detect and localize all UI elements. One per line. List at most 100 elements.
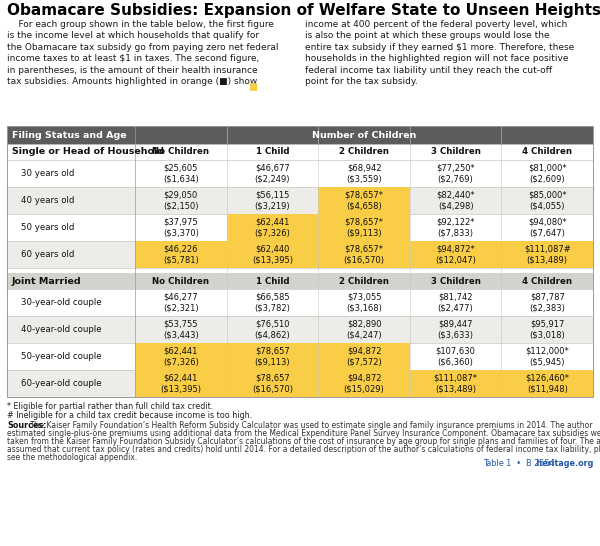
Text: 4 Children: 4 Children	[522, 147, 572, 157]
Text: taken from the Kaiser Family Foundation Subsidy Calculator’s calculations of the: taken from the Kaiser Family Foundation …	[7, 437, 600, 446]
Bar	[502, 241, 593, 268]
Text: $78,657
($9,113): $78,657 ($9,113)	[254, 347, 290, 366]
Text: assumed that current tax policy (rates and credits) hold until 2014. For a detai: assumed that current tax policy (rates a…	[7, 445, 600, 454]
Text: $77,250*
($2,769): $77,250* ($2,769)	[436, 164, 475, 183]
Bar	[7, 126, 593, 397]
Text: $81,000*
($2,609): $81,000* ($2,609)	[528, 164, 566, 183]
Bar	[318, 370, 410, 397]
Text: $46,226
($5,781): $46,226 ($5,781)	[163, 245, 199, 264]
Text: 30-year-old couple: 30-year-old couple	[21, 298, 101, 307]
Text: Number of Children: Number of Children	[312, 130, 416, 139]
Text: 40 years old: 40 years old	[21, 196, 74, 205]
Text: $78,657*
($16,570): $78,657* ($16,570)	[343, 245, 385, 264]
Bar	[410, 241, 502, 268]
Text: * Eligible for partial rather than full child tax credit.: * Eligible for partial rather than full …	[7, 402, 213, 411]
Text: 1 Child: 1 Child	[256, 276, 289, 286]
Text: No Children: No Children	[152, 147, 209, 157]
Text: $62,441
($13,395): $62,441 ($13,395)	[160, 373, 202, 393]
Text: ■: ■	[248, 82, 257, 92]
Text: income at 400 percent of the federal poverty level, which
is also the point at w: income at 400 percent of the federal pov…	[305, 20, 574, 86]
Text: 60-year-old couple: 60-year-old couple	[21, 379, 101, 388]
Text: $94,872
($7,572): $94,872 ($7,572)	[346, 347, 382, 366]
Text: heritage.org: heritage.org	[530, 459, 593, 468]
Text: $66,585
($3,782): $66,585 ($3,782)	[254, 293, 290, 312]
Bar	[410, 370, 502, 397]
Text: $78,657
($16,570): $78,657 ($16,570)	[252, 373, 293, 393]
Text: Single or Head of Household: Single or Head of Household	[12, 147, 164, 157]
Text: # Ineligible for a child tax credit because income is too high.: # Ineligible for a child tax credit beca…	[7, 411, 252, 420]
Bar	[7, 273, 593, 289]
Text: $89,447
($3,633): $89,447 ($3,633)	[437, 319, 473, 340]
Text: $112,000*
($5,945): $112,000* ($5,945)	[526, 347, 569, 366]
Bar	[7, 316, 593, 343]
Bar	[318, 214, 410, 241]
Text: $62,441
($7,326): $62,441 ($7,326)	[254, 218, 290, 238]
Bar	[318, 241, 410, 268]
Text: $56,115
($3,219): $56,115 ($3,219)	[254, 191, 290, 210]
Text: Sources:: Sources:	[7, 421, 46, 430]
Text: $107,630
($6,360): $107,630 ($6,360)	[436, 347, 476, 366]
Text: $94,872*
($12,047): $94,872* ($12,047)	[435, 245, 476, 264]
Text: 60 years old: 60 years old	[21, 250, 74, 259]
Text: Obamacare Subsidies: Expansion of Welfare State to Unseen Heights: Obamacare Subsidies: Expansion of Welfar…	[7, 3, 600, 18]
Text: $94,872
($15,029): $94,872 ($15,029)	[344, 373, 385, 393]
Bar	[7, 241, 593, 268]
Text: $53,755
($3,443): $53,755 ($3,443)	[163, 319, 199, 340]
Text: 3 Children: 3 Children	[431, 147, 481, 157]
Text: $111,087#
($13,489): $111,087# ($13,489)	[524, 245, 571, 264]
Bar	[227, 343, 318, 370]
Text: $94,080*
($7,647): $94,080* ($7,647)	[528, 218, 566, 238]
Text: 50-year-old couple: 50-year-old couple	[21, 352, 101, 361]
Text: $62,441
($7,326): $62,441 ($7,326)	[163, 347, 199, 366]
Bar	[7, 268, 593, 273]
Bar	[227, 241, 318, 268]
Text: The Kaiser Family Foundation’s Health Reform Subsidy Calculator was used to esti: The Kaiser Family Foundation’s Health Re…	[30, 421, 593, 430]
Text: $95,917
($3,018): $95,917 ($3,018)	[529, 319, 565, 340]
Bar	[135, 370, 227, 397]
Text: $82,440*
($4,298): $82,440* ($4,298)	[436, 191, 475, 210]
Bar	[227, 370, 318, 397]
Bar	[318, 187, 410, 214]
Text: see the methodological appendix.: see the methodological appendix.	[7, 453, 137, 462]
Text: 4 Children: 4 Children	[522, 276, 572, 286]
Text: No Children: No Children	[152, 276, 209, 286]
Text: $25,605
($1,634): $25,605 ($1,634)	[163, 164, 199, 183]
Text: $81,742
($2,477): $81,742 ($2,477)	[438, 293, 473, 312]
Text: For each group shown in the table below, the first figure
is the income level at: For each group shown in the table below,…	[7, 20, 278, 86]
Text: $126,460*
($11,948): $126,460* ($11,948)	[525, 373, 569, 393]
Bar	[7, 289, 593, 316]
Bar	[227, 214, 318, 241]
Text: $46,677
($2,249): $46,677 ($2,249)	[254, 164, 290, 183]
Bar	[7, 144, 593, 160]
Text: 1 Child: 1 Child	[256, 147, 289, 157]
Text: $76,510
($4,862): $76,510 ($4,862)	[254, 319, 290, 340]
Text: Filing Status and Age: Filing Status and Age	[12, 130, 127, 139]
Text: $87,787
($2,383): $87,787 ($2,383)	[529, 293, 565, 312]
Text: $92,122*
($7,833): $92,122* ($7,833)	[436, 218, 475, 238]
Text: $73,055
($3,168): $73,055 ($3,168)	[346, 293, 382, 312]
Text: Table 1  •  B 2554: Table 1 • B 2554	[484, 459, 555, 468]
Bar	[7, 160, 593, 187]
Bar	[318, 343, 410, 370]
Bar	[7, 343, 593, 370]
Text: 30 years old: 30 years old	[21, 169, 74, 178]
Text: $78,657*
($4,658): $78,657* ($4,658)	[344, 191, 383, 210]
Bar	[135, 343, 227, 370]
Text: $46,277
($2,321): $46,277 ($2,321)	[163, 293, 199, 312]
Text: $85,000*
($4,055): $85,000* ($4,055)	[528, 191, 566, 210]
Text: $78,657*
($9,113): $78,657* ($9,113)	[344, 218, 383, 238]
Text: 40-year-old couple: 40-year-old couple	[21, 325, 101, 334]
Bar	[135, 241, 227, 268]
Text: 50 years old: 50 years old	[21, 223, 74, 232]
Text: $29,050
($2,150): $29,050 ($2,150)	[163, 191, 199, 210]
Bar	[7, 187, 593, 214]
Bar	[7, 370, 593, 397]
Text: 3 Children: 3 Children	[431, 276, 481, 286]
Text: $37,975
($3,370): $37,975 ($3,370)	[163, 218, 199, 238]
Text: 2 Children: 2 Children	[339, 276, 389, 286]
Text: 2 Children: 2 Children	[339, 147, 389, 157]
Bar	[502, 370, 593, 397]
Text: $68,942
($3,559): $68,942 ($3,559)	[346, 164, 382, 183]
Bar	[7, 126, 593, 144]
Text: Joint Married: Joint Married	[12, 276, 82, 286]
